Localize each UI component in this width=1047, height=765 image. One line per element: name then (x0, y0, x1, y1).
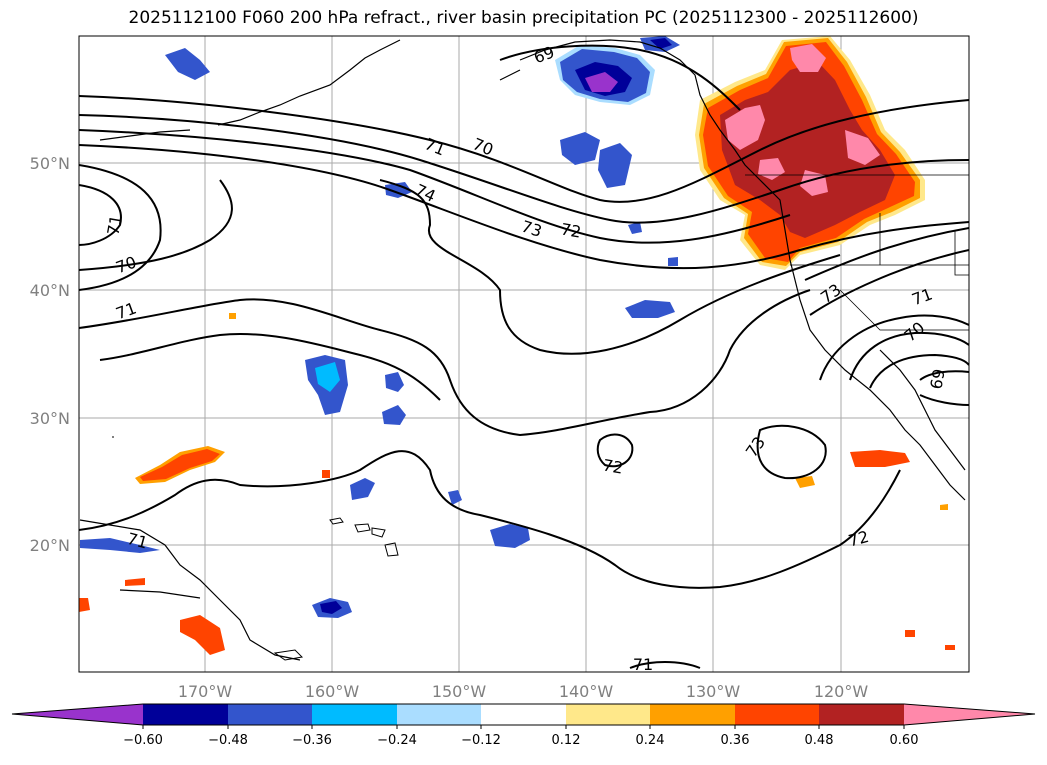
contour-label: 71 (103, 213, 125, 236)
lat-label: 20°N (30, 536, 70, 555)
positive-anomaly-blobs (79, 313, 955, 655)
colorbar-extend-left (12, 704, 143, 725)
lat-label: 50°N (30, 154, 70, 173)
colorbar-segment (143, 704, 228, 725)
colorbar-tick-label: 0.60 (890, 733, 919, 748)
lat-label: 30°N (30, 409, 70, 428)
lon-label: 140°W (559, 682, 614, 701)
colorbar-tick-label: −0.36 (292, 733, 332, 748)
positive-anomaly-northwest (695, 36, 925, 270)
contour-label: 72 (559, 219, 582, 241)
longitude-labels: 170°W 160°W 150°W 140°W 130°W 120°W (178, 682, 869, 701)
lat-label: 40°N (30, 281, 70, 300)
latitude-labels: 50°N 40°N 30°N 20°N (30, 154, 70, 555)
colorbar-tick-label: −0.60 (123, 733, 163, 748)
colorbar-segment (735, 704, 819, 725)
colorbar-segment (566, 704, 650, 725)
contour-label: 69 (926, 367, 948, 390)
colorbar-extend-right (904, 704, 1035, 725)
borders (745, 174, 969, 331)
lon-label: 130°W (686, 682, 741, 701)
colorbar-segment (819, 704, 904, 725)
map-title: 2025112100 F060 200 hPa refract., river … (128, 8, 919, 28)
colorbar: −0.60 −0.48 −0.36 −0.24 −0.12 0.12 0.24 … (11, 703, 1036, 748)
colorbar-tick-label: 0.48 (805, 733, 834, 748)
colorbar-tick-label: −0.12 (461, 733, 501, 748)
colorbar-tick-label: −0.24 (377, 733, 417, 748)
colorbar-segment (228, 704, 312, 725)
contour-label: 72 (846, 527, 871, 551)
negative-anomaly-blobs (80, 36, 680, 618)
lon-label: 170°W (178, 682, 233, 701)
colorbar-segment (650, 704, 735, 725)
colorbar-tick-label: 0.24 (636, 733, 665, 748)
gridlines (79, 36, 969, 672)
lon-label: 120°W (814, 682, 869, 701)
lon-label: 150°W (432, 682, 487, 701)
colorbar-tick-label: 0.36 (721, 733, 750, 748)
colorbar-tick-label: 0.12 (552, 733, 581, 748)
map-border (78, 35, 970, 673)
contour-label: 71 (125, 529, 150, 553)
lon-label: 160°W (305, 682, 360, 701)
islands (112, 436, 399, 661)
contour-label: 71 (633, 655, 653, 674)
contour-label: 72 (601, 455, 624, 477)
colorbar-segment (312, 704, 397, 725)
coastlines (79, 39, 966, 661)
colorbar-segment (481, 704, 566, 725)
colorbar-segment (397, 704, 481, 725)
colorbar-tick-label: −0.48 (208, 733, 248, 748)
refractivity-contours (79, 44, 969, 669)
